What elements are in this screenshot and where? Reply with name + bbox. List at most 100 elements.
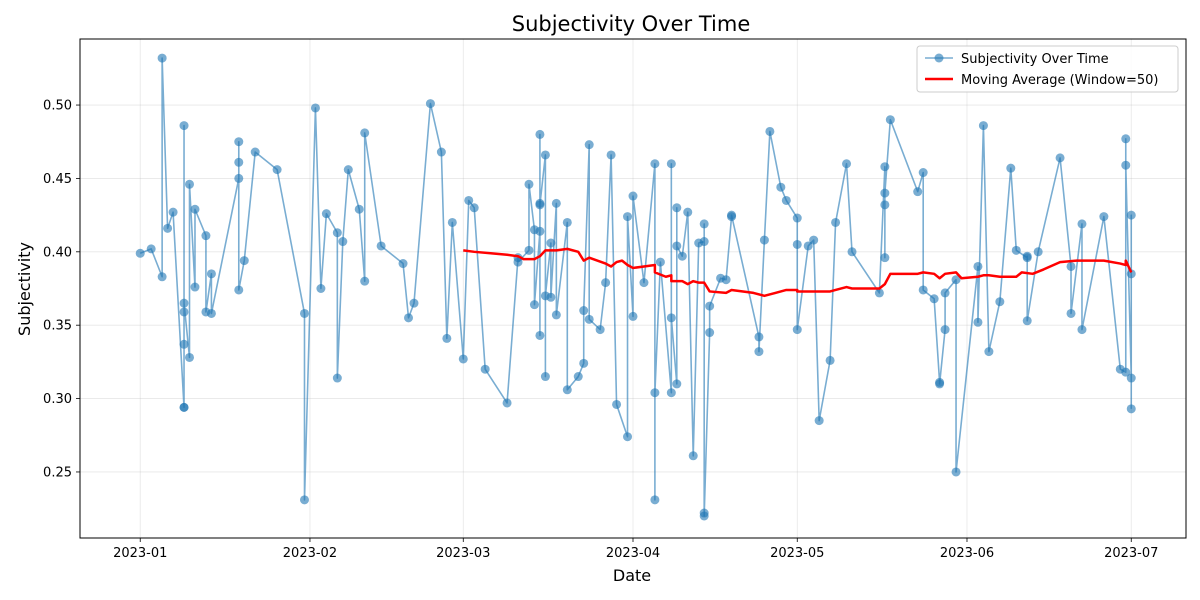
subjectivity-point [234, 285, 244, 295]
subjectivity-point [1033, 247, 1043, 257]
subjectivity-point [1126, 210, 1136, 220]
subjectivity-point [727, 210, 737, 220]
subjectivity-point [157, 272, 167, 282]
x-tick-label: 2023-06 [940, 546, 994, 561]
subjectivity-point [1126, 373, 1136, 383]
subjectivity-point [705, 301, 715, 311]
subjectivity-point [699, 219, 709, 229]
subjectivity-point [1066, 261, 1076, 271]
subjectivity-point [179, 339, 189, 349]
x-tick-label: 2023-01 [113, 546, 167, 561]
subjectivity-point [185, 352, 194, 362]
y-tick-label: 0.30 [43, 392, 72, 407]
subjectivity-point [513, 257, 523, 267]
subjectivity-point [398, 259, 408, 269]
subjectivity-point [683, 207, 693, 217]
subjectivity-point [831, 217, 841, 227]
subjectivity-point [880, 162, 890, 172]
subjectivity-point [705, 328, 715, 338]
y-tick-label: 0.45 [43, 172, 72, 187]
subjectivity-point [190, 282, 200, 292]
subjectivity-point [540, 372, 550, 382]
subjectivity-point [951, 467, 961, 477]
subjectivity-point [206, 308, 216, 318]
subjectivity-point [376, 241, 386, 251]
subjectivity-point [343, 165, 353, 175]
subjectivity-point [179, 298, 189, 308]
subjectivity-point [464, 195, 474, 205]
subjectivity-point [792, 325, 802, 335]
subjectivity-point [579, 306, 589, 316]
subjectivity-point [792, 213, 802, 223]
subjectivity-point [234, 157, 244, 167]
subjectivity-point [825, 355, 835, 365]
subjectivity-point [442, 333, 452, 343]
subjectivity-point [1121, 134, 1131, 144]
subjectivity-point [190, 204, 200, 214]
x-tick-label: 2023-04 [606, 546, 660, 561]
subjectivity-point [628, 311, 638, 321]
subjectivity-point [699, 237, 709, 247]
subjectivity-point [1121, 367, 1131, 377]
subjectivity-point [984, 347, 994, 357]
subjectivity-point [650, 495, 660, 505]
subjectivity-point [502, 398, 512, 408]
subjectivity-point [332, 373, 342, 383]
subjectivity-point [601, 278, 611, 288]
subjectivity-point [316, 284, 326, 293]
subjectivity-point [809, 235, 819, 245]
subjectivity-point [880, 200, 890, 210]
subjectivity-point [206, 269, 216, 279]
subjectivity-point [409, 298, 419, 308]
subjectivity-point [551, 198, 561, 208]
subjectivity-point [546, 238, 556, 248]
legend-marker-subjectivity [934, 53, 944, 63]
subjectivity-point [666, 313, 676, 323]
subjectivity-point [880, 253, 890, 263]
y-axis-ticks: 0.25 0.30 0.35 0.40 0.45 0.50 [43, 99, 80, 480]
subjectivity-point [425, 99, 435, 109]
subjectivity-point [250, 147, 260, 157]
subjectivity-point [201, 231, 211, 241]
subjectivity-point [332, 228, 342, 238]
legend-box [916, 45, 1179, 93]
subjectivity-point [239, 256, 249, 266]
subjectivity-point [584, 140, 594, 150]
subjectivity-point [1099, 212, 1109, 222]
subjectivity-point [940, 325, 950, 335]
subjectivity-point [918, 168, 928, 178]
subjectivity-point [338, 237, 348, 247]
subjectivity-point [918, 285, 928, 295]
plot-series [135, 53, 1136, 521]
subjectivity-point [146, 244, 156, 254]
subjectivity-point [672, 241, 682, 251]
subjectivity-point [573, 372, 583, 382]
legend-label-moving-average: Moving Average (Window=50) [961, 73, 1158, 88]
subjectivity-point [842, 159, 852, 169]
legend-label-subjectivity: Subjectivity Over Time [961, 52, 1109, 67]
subjectivity-point [321, 209, 331, 219]
subjectivity-point [1126, 269, 1136, 279]
subjectivity-point [579, 358, 589, 368]
subjectivity-point [978, 121, 988, 131]
subjectivity-point [562, 385, 572, 395]
subjectivity-point [185, 179, 194, 189]
subjectivity-point [179, 121, 189, 131]
subjectivity-point [535, 200, 545, 210]
y-tick-label: 0.50 [43, 99, 72, 114]
subjectivity-point [688, 451, 698, 461]
subjectivity-point [672, 379, 682, 389]
subjectivity-point [562, 217, 572, 227]
subjectivity-point [546, 292, 556, 302]
subjectivity-point [1055, 153, 1065, 163]
subjectivity-point [584, 314, 594, 324]
subjectivity-point [469, 203, 479, 213]
subjectivity-point [540, 150, 550, 160]
subjectivity-point [650, 159, 660, 169]
subjectivity-point [135, 248, 145, 258]
subjectivity-point [299, 308, 309, 318]
x-tick-label: 2023-02 [283, 546, 337, 561]
x-tick-label: 2023-03 [436, 546, 490, 561]
